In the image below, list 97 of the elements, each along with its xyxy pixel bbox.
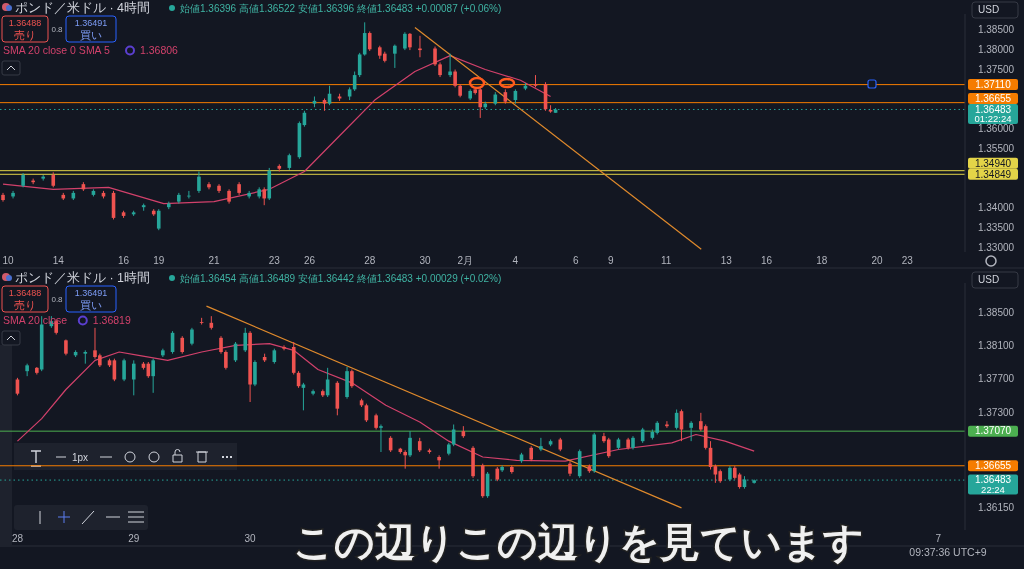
candlestick xyxy=(83,349,88,365)
x-tick-label: 21 xyxy=(208,255,220,266)
chart-subtitle: 始値1.36454 高値1.36489 安値1.36442 終値1.36483 +0.00029 (+0.02%) xyxy=(180,273,502,284)
ref-line-label: 1.36655 xyxy=(974,92,1012,104)
y-tick-label: 1.36000 xyxy=(977,123,1015,135)
y-tick-label: 1.37300 xyxy=(977,406,1015,418)
candlestick xyxy=(433,46,437,67)
x-tick-label: 6 xyxy=(572,255,579,266)
text: 09:37:36 UTC+9 xyxy=(909,546,987,558)
ref-line-label: 1.36483 xyxy=(974,103,1012,115)
candlestick xyxy=(379,424,383,453)
x-tick-label: 23 xyxy=(901,255,914,266)
ref-line-label: 1.36483 xyxy=(974,474,1012,486)
ref-line-label: 1.34849 xyxy=(974,168,1012,180)
y-tick-label: 1.37700 xyxy=(977,373,1015,385)
candlestick xyxy=(282,344,286,351)
candlestick xyxy=(207,181,211,190)
y-tick-label: 1.33000 xyxy=(977,242,1015,254)
y-tick-label: 1.35500 xyxy=(977,142,1015,154)
text: USD xyxy=(978,274,1000,285)
annotation: この辺りこの辺りを見ています xyxy=(292,520,864,565)
candlestick xyxy=(151,358,155,394)
candlestick xyxy=(403,449,407,470)
candlestick xyxy=(25,363,29,377)
x-tick-label: 16 xyxy=(118,255,130,266)
y-tick-label: 1.36150 xyxy=(977,502,1015,514)
x-tick-label: 7 xyxy=(935,533,942,544)
candlestick xyxy=(131,359,136,396)
annotation: 0.8 xyxy=(51,295,64,304)
candlestick xyxy=(408,430,412,458)
text: 01:22:24 xyxy=(974,112,1012,124)
x-tick-label: 2月 xyxy=(457,255,473,266)
annotation: 1.36491 xyxy=(74,288,108,298)
chart-title: ポンド／米ドル · 1時間 xyxy=(15,271,151,285)
candlestick xyxy=(350,369,354,389)
x-tick-label: 26 xyxy=(303,255,316,266)
candlestick xyxy=(393,44,397,69)
ref-line-label: 1.34940 xyxy=(974,157,1012,169)
x-tick-label: 13 xyxy=(720,255,733,266)
annotation: 1.36488 xyxy=(8,288,42,298)
annotation: 1.36488 xyxy=(8,18,42,28)
candlestick xyxy=(606,437,611,459)
candlestick xyxy=(253,359,257,387)
x-tick-label: 11 xyxy=(660,255,672,266)
x-tick-label: 28 xyxy=(11,533,24,544)
annotation: 買い xyxy=(80,299,102,311)
line-series xyxy=(2,55,552,205)
annotation: 1.36819 xyxy=(92,314,131,326)
x-tick-label: 4 xyxy=(512,255,519,266)
ref-line-label: 1.37110 xyxy=(975,78,1012,90)
candlestick xyxy=(448,53,452,78)
y-tick-label: 1.38000 xyxy=(977,43,1015,55)
x-tick-label: 28 xyxy=(364,255,376,266)
x-tick-label: 19 xyxy=(153,255,165,266)
y-tick-label: 1.38500 xyxy=(977,23,1015,35)
candlestick xyxy=(224,349,228,370)
annotation: 1.36806 xyxy=(140,44,179,56)
candlestick xyxy=(122,358,126,382)
candlestick xyxy=(539,437,543,452)
y-tick-label: 1.38500 xyxy=(977,306,1015,318)
x-tick-label: 9 xyxy=(608,255,615,266)
text: 22:24 xyxy=(981,483,1005,495)
y-tick-label: 1.34000 xyxy=(977,202,1015,214)
ref-line-label: 1.36655 xyxy=(974,460,1012,472)
candlestick xyxy=(500,464,504,473)
text: SMA 20 close 0 SMA 5 xyxy=(3,44,110,56)
candlestick xyxy=(367,30,372,52)
x-tick-label: 23 xyxy=(268,255,281,266)
x-tick-label: 30 xyxy=(419,255,431,266)
x-tick-label: 30 xyxy=(244,533,257,544)
candlestick xyxy=(689,420,693,442)
candlestick xyxy=(197,170,201,194)
candlestick xyxy=(362,21,367,57)
candlestick xyxy=(437,454,441,470)
chart-subtitle: 始値1.36396 高値1.36522 安値1.36396 終値1.36483 +0.00087 (+0.06%) xyxy=(180,3,502,14)
chart-title: ポンド／米ドル · 4時間 xyxy=(15,1,151,15)
y-tick-label: 1.33500 xyxy=(977,222,1015,234)
annotation: 売り xyxy=(14,299,36,311)
annotation: 0.8 xyxy=(51,25,64,34)
candlestick xyxy=(11,190,15,199)
annotation: 1px xyxy=(72,452,89,463)
x-tick-label: 20 xyxy=(871,255,884,266)
x-tick-label: 10 xyxy=(2,255,14,266)
y-tick-label: 1.37500 xyxy=(977,63,1015,75)
x-tick-label: 18 xyxy=(816,255,828,266)
text: USD xyxy=(978,4,1000,15)
candlestick xyxy=(156,208,161,231)
annotation: 買い xyxy=(80,29,102,41)
x-tick-label: 16 xyxy=(761,255,773,266)
candlestick xyxy=(713,464,718,484)
candlestick xyxy=(243,327,248,353)
ref-line-label: 1.37070 xyxy=(974,425,1012,437)
x-tick-label: 14 xyxy=(52,255,65,266)
annotation: 1.36491 xyxy=(74,18,108,28)
y-tick-label: 1.38100 xyxy=(977,339,1015,351)
x-tick-label: 29 xyxy=(128,533,140,544)
annotation: 売り xyxy=(14,29,36,41)
